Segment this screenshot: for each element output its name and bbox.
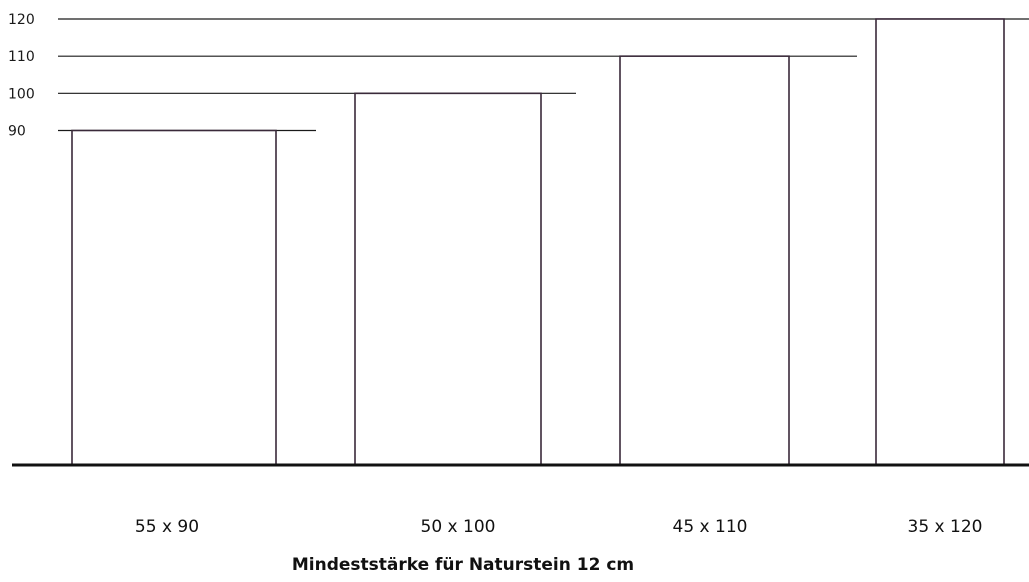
y-tick-labels: 90 100 110 120 <box>8 12 35 140</box>
category-label: 35 x 120 <box>908 517 983 537</box>
bar <box>71 129 277 466</box>
category-label: 50 x 100 <box>421 517 496 537</box>
bar <box>619 55 790 466</box>
y-tick-label: 100 <box>8 86 35 102</box>
bar <box>875 18 1005 466</box>
category-label: 45 x 110 <box>673 517 748 537</box>
category-labels: 55 x 90 50 x 100 45 x 110 35 x 120 <box>135 517 983 537</box>
y-tick-label: 120 <box>8 12 35 28</box>
y-tick-label: 110 <box>8 49 35 65</box>
y-tick-label: 90 <box>8 124 26 140</box>
bar <box>354 92 542 466</box>
caption: Mindeststärke für Naturstein 12 cm <box>292 555 634 575</box>
bars-layer <box>58 18 1029 466</box>
category-label: 55 x 90 <box>135 517 199 537</box>
